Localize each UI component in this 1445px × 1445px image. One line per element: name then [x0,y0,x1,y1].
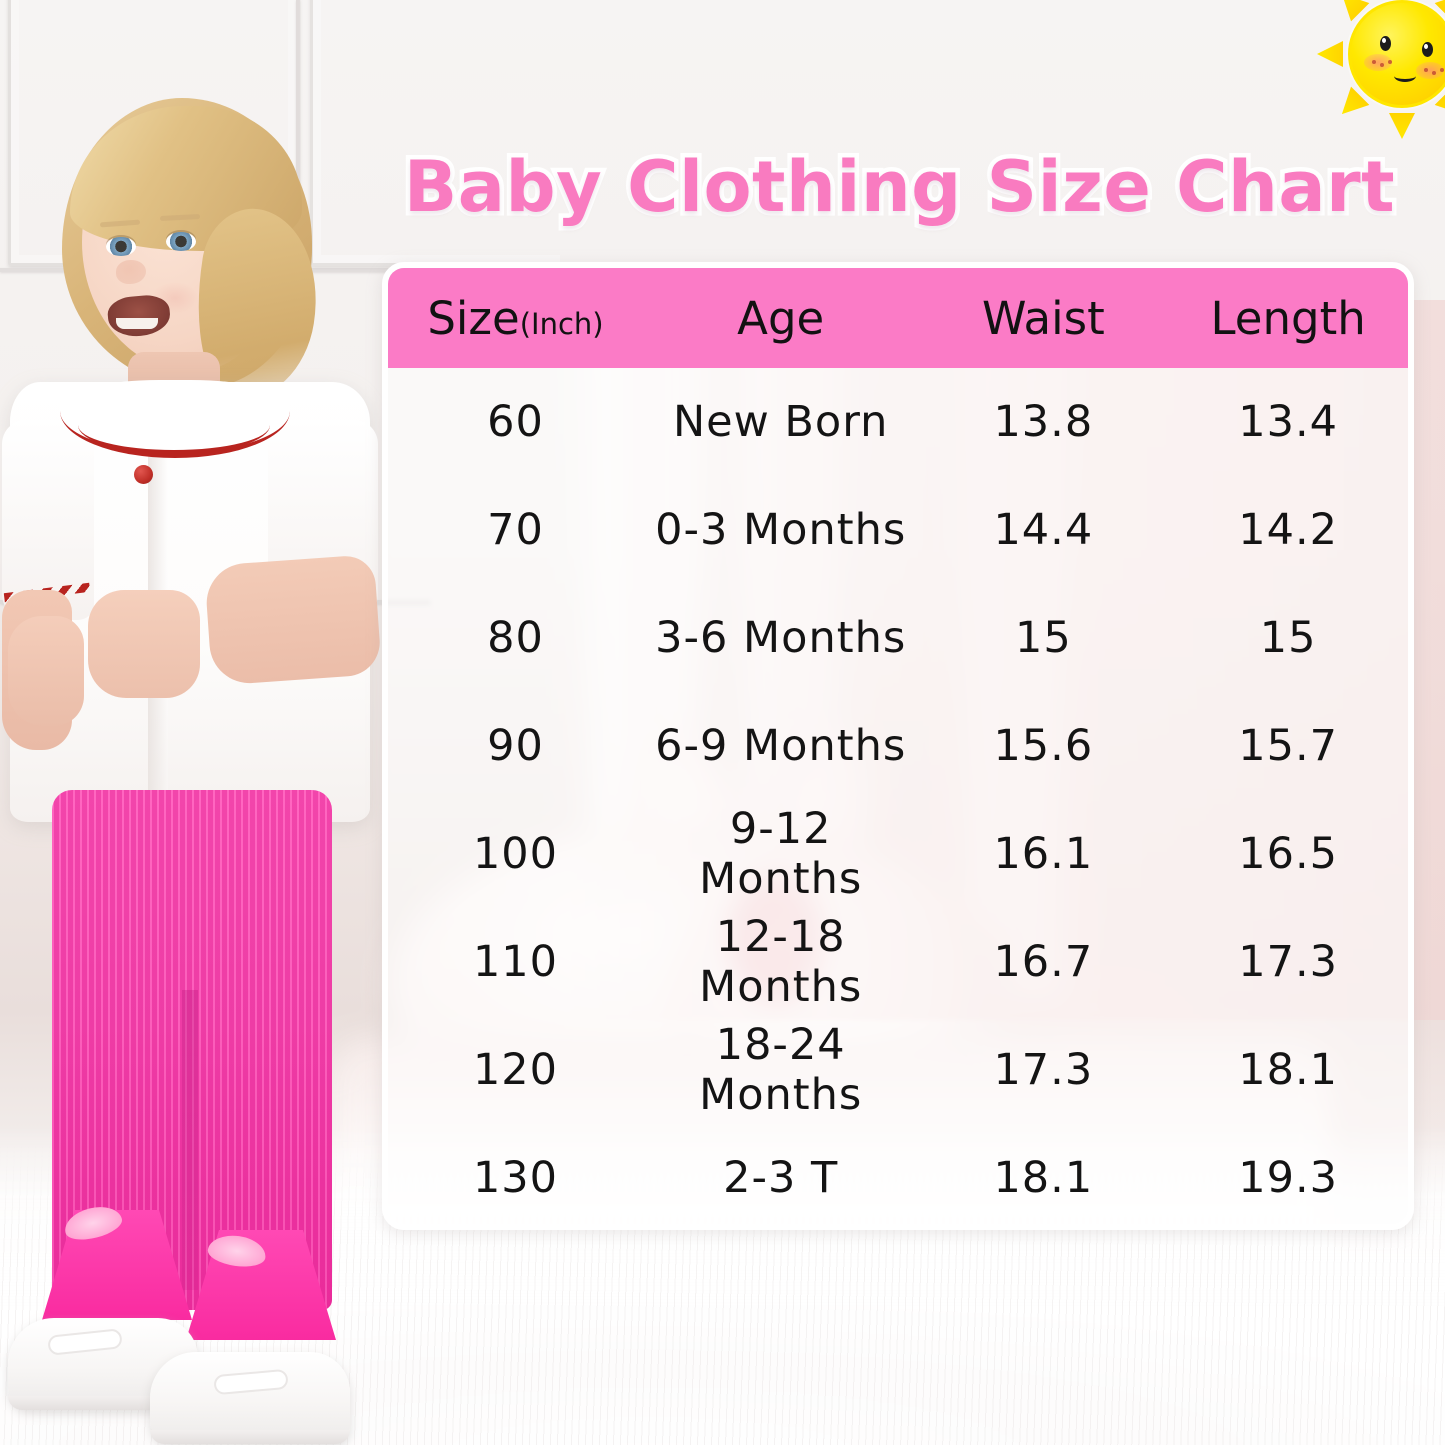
arm-right [204,554,382,686]
table-header: Size(Inch) Age Waist Length [388,268,1408,368]
table-row: 70 0-3 Months 14.4 14.2 [388,476,1408,584]
table-body: 60 New Born 13.8 13.4 70 0-3 Months 14.4 14.2 80… [388,368,1408,1224]
wall-moulding-line [296,0,300,268]
cell-size: 130 [472,1153,559,1203]
cell-waist: 15 [1014,613,1072,663]
teeth [116,318,158,329]
cell-age: 12-18 Months [699,912,863,1012]
size-chart-table: Size(Inch) Age Waist Length 60 New Born 13… [388,268,1408,1224]
cell-size: 60 [487,397,544,447]
cell-length: 15.7 [1238,721,1339,771]
cell-age: 2-3 T [723,1153,839,1203]
table-row: 130 2-3 T 18.1 19.3 [388,1124,1408,1224]
table-row: 120 18-24 Months 17.3 18.1 [388,1016,1408,1124]
nose [116,260,146,284]
column-header-size-main: Size [427,291,520,345]
cell-length: 17.3 [1238,937,1339,987]
table-row: 100 9-12 Months 16.1 16.5 [388,800,1408,908]
sun-ray [1317,41,1343,67]
toddler-photo [0,60,400,1444]
sneaker-right [150,1352,350,1444]
cell-age: 18-24 Months [699,1020,863,1120]
hand-left [8,616,84,726]
table-row: 110 12-18 Months 16.7 17.3 [388,908,1408,1016]
page-title: Baby Clothing Size Chart [399,146,1399,228]
red-button [134,465,153,484]
cell-length: 14.2 [1238,505,1339,555]
sun-freckle [1440,68,1444,72]
hand-right [88,590,200,698]
table-row: 60 New Born 13.8 13.4 [388,368,1408,476]
cell-length: 13.4 [1238,397,1339,447]
cell-size: 90 [487,721,544,771]
cell-size: 110 [472,937,559,987]
table-row: 80 3-6 Months 15 15 [388,584,1408,692]
size-chart-panel: Size(Inch) Age Waist Length 60 New Born 13… [382,262,1414,1230]
cell-waist: 18.1 [993,1153,1094,1203]
cell-age: 0-3 Months [655,505,907,555]
sun-icon [1318,0,1445,138]
peter-pan-collar [60,380,290,458]
sun-ray [1389,113,1415,139]
leg-separation [182,990,198,1290]
sun-eye-right [1422,42,1433,57]
cell-length: 16.5 [1238,829,1339,879]
cell-waist: 17.3 [993,1045,1094,1095]
cell-length: 15 [1259,613,1317,663]
sneaker-sole-right [150,1430,350,1444]
cell-length: 18.1 [1238,1045,1339,1095]
sun-smile [1394,70,1416,82]
column-header-waist: Waist [918,268,1169,368]
cell-waist: 16.7 [993,937,1094,987]
sun-freckle [1372,60,1376,64]
cell-waist: 16.1 [993,829,1094,879]
column-header-size: Size(Inch) [388,268,643,368]
sun-cheek-left [1364,54,1392,71]
cell-age: 9-12 Months [699,804,863,904]
column-header-size-unit: (Inch) [519,306,604,341]
eye-left [106,237,136,256]
sun-freckle [1380,63,1384,67]
header-row: Size(Inch) Age Waist Length [388,268,1408,368]
column-header-age: Age [643,268,919,368]
cell-waist: 13.8 [993,397,1094,447]
cell-size: 70 [487,505,544,555]
eye-right [166,232,196,251]
sun-freckle [1424,68,1428,72]
cell-age: New Born [672,397,889,447]
sun-freckle [1388,60,1392,64]
table-row: 90 6-9 Months 15.6 15.7 [388,692,1408,800]
cell-age: 3-6 Months [655,613,907,663]
sun-eye-left [1380,36,1391,51]
cell-size: 80 [487,613,544,663]
cell-waist: 14.4 [993,505,1094,555]
cell-length: 19.3 [1238,1153,1339,1203]
cell-size: 100 [472,829,559,879]
cell-age: 6-9 Months [655,721,907,771]
sun-freckle [1432,71,1436,75]
column-header-length: Length [1168,268,1408,368]
cell-waist: 15.6 [993,721,1094,771]
cell-size: 120 [472,1045,559,1095]
sun-cheek-right [1416,62,1444,79]
